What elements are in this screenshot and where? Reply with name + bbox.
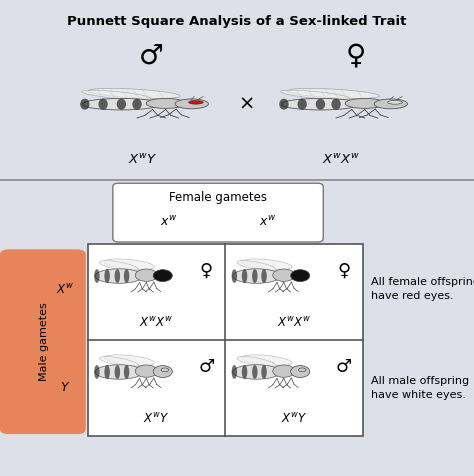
Ellipse shape	[115, 365, 120, 379]
Ellipse shape	[94, 365, 100, 379]
Ellipse shape	[132, 99, 142, 109]
Ellipse shape	[242, 269, 247, 283]
Text: All female offspring
have red eyes.: All female offspring have red eyes.	[371, 278, 474, 301]
Text: $X^w$: $X^w$	[56, 283, 74, 297]
Circle shape	[153, 366, 173, 377]
Ellipse shape	[331, 99, 341, 109]
Text: ♂: ♂	[336, 358, 352, 376]
Ellipse shape	[279, 99, 289, 109]
Text: $X^wX^w$: $X^wX^w$	[322, 153, 360, 167]
Ellipse shape	[100, 357, 138, 367]
Ellipse shape	[104, 259, 155, 270]
Ellipse shape	[80, 99, 90, 109]
Circle shape	[291, 366, 310, 377]
Text: $x^w$: $x^w$	[259, 215, 276, 229]
Text: Male gametes: Male gametes	[39, 302, 49, 381]
Text: All male offspring
have white eyes.: All male offspring have white eyes.	[371, 376, 469, 400]
Text: $Y$: $Y$	[60, 381, 70, 394]
Ellipse shape	[261, 269, 267, 283]
Ellipse shape	[124, 269, 129, 283]
Text: ♀: ♀	[346, 41, 365, 69]
Ellipse shape	[100, 260, 138, 271]
Ellipse shape	[117, 99, 126, 109]
Ellipse shape	[233, 365, 281, 379]
Ellipse shape	[252, 269, 257, 283]
Circle shape	[175, 99, 209, 109]
Ellipse shape	[242, 355, 292, 366]
Text: ♂: ♂	[139, 41, 164, 69]
Circle shape	[153, 270, 173, 282]
Circle shape	[291, 270, 310, 282]
Ellipse shape	[233, 269, 281, 283]
Ellipse shape	[261, 365, 267, 379]
Ellipse shape	[242, 259, 292, 270]
Ellipse shape	[388, 100, 402, 104]
Ellipse shape	[135, 269, 157, 281]
Text: $X^wX^w$: $X^wX^w$	[277, 316, 311, 330]
Text: $X^wY$: $X^wY$	[281, 412, 307, 426]
Text: Punnett Square Analysis of a Sex-linked Trait: Punnett Square Analysis of a Sex-linked …	[67, 15, 407, 28]
Ellipse shape	[88, 89, 181, 99]
Ellipse shape	[252, 365, 257, 379]
Bar	[88, 244, 363, 436]
Ellipse shape	[124, 365, 129, 379]
Ellipse shape	[104, 365, 110, 379]
Ellipse shape	[237, 357, 276, 367]
Ellipse shape	[95, 365, 143, 379]
FancyBboxPatch shape	[113, 183, 323, 242]
Ellipse shape	[189, 100, 203, 104]
Ellipse shape	[104, 269, 110, 283]
Text: $X^wX^w$: $X^wX^w$	[139, 316, 173, 330]
Ellipse shape	[281, 90, 350, 100]
Ellipse shape	[82, 99, 161, 110]
Ellipse shape	[232, 365, 237, 379]
Ellipse shape	[273, 269, 295, 281]
Ellipse shape	[99, 99, 108, 109]
Text: ♂: ♂	[198, 358, 214, 376]
Ellipse shape	[146, 99, 185, 109]
FancyBboxPatch shape	[0, 249, 86, 434]
Text: $X^wY$: $X^wY$	[143, 412, 170, 426]
Circle shape	[374, 99, 408, 109]
Text: ♀: ♀	[200, 262, 213, 280]
Ellipse shape	[135, 365, 157, 377]
Text: Female gametes: Female gametes	[169, 190, 267, 204]
Ellipse shape	[95, 269, 143, 283]
Ellipse shape	[242, 365, 247, 379]
Ellipse shape	[237, 260, 276, 271]
Ellipse shape	[345, 99, 384, 109]
Ellipse shape	[161, 368, 169, 372]
Ellipse shape	[104, 355, 155, 366]
Text: ♀: ♀	[337, 262, 350, 280]
Ellipse shape	[82, 90, 151, 100]
Ellipse shape	[299, 368, 306, 372]
Text: $X^wY$: $X^wY$	[128, 153, 157, 167]
Ellipse shape	[316, 99, 325, 109]
Ellipse shape	[115, 269, 120, 283]
Ellipse shape	[298, 99, 307, 109]
Ellipse shape	[273, 365, 295, 377]
Ellipse shape	[94, 269, 100, 283]
Text: $x^w$: $x^w$	[160, 215, 177, 229]
Text: ×: ×	[238, 95, 255, 114]
Ellipse shape	[287, 89, 380, 99]
Ellipse shape	[281, 99, 360, 110]
Ellipse shape	[232, 269, 237, 283]
